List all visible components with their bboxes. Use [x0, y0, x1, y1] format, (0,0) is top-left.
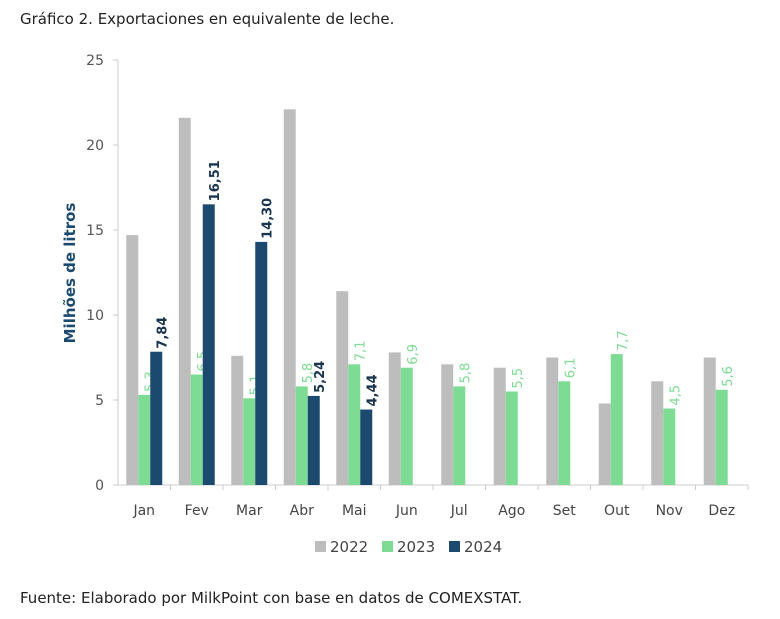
bar-2022 [493, 367, 506, 485]
data-label-2023: 7,1 [353, 341, 368, 362]
bar-2024 [307, 395, 320, 485]
bar-2024 [150, 351, 163, 485]
bar-2024 [360, 409, 373, 485]
bar-2022 [178, 117, 191, 486]
data-label-2023: 5,8 [458, 363, 473, 384]
legend-swatch-2024 [449, 541, 460, 552]
legend-label-2024: 2024 [464, 538, 502, 556]
data-label-2024: 14,30 [260, 198, 275, 239]
bar-2023 [663, 408, 676, 485]
x-tick-label: Mai [342, 503, 367, 519]
bar-2023 [610, 354, 623, 485]
bar-2023 [138, 394, 151, 485]
bar-2022 [231, 355, 244, 485]
bar-2023 [295, 386, 308, 485]
data-label-2023: 6,9 [406, 344, 421, 365]
bar-2023 [348, 364, 361, 485]
data-label-2023: 5,6 [721, 366, 736, 387]
legend-label-2023: 2023 [397, 538, 435, 556]
x-tick-label: Mar [236, 503, 263, 519]
bar-2023 [243, 398, 256, 485]
data-label-2024: 5,24 [313, 361, 328, 393]
y-axis-label: Milhões de litros [61, 203, 79, 344]
bar-2023 [505, 391, 518, 485]
x-tick-label: Nov [656, 503, 683, 519]
data-label-2023: 6,1 [563, 358, 578, 379]
legend-swatch-2022 [315, 541, 326, 552]
x-tick-label: Ago [498, 503, 525, 519]
source-note: Fuente: Elaborado por MilkPoint con base… [20, 589, 523, 607]
x-tick-label: Jan [132, 503, 155, 519]
x-tick-label: Jun [395, 503, 418, 519]
data-label-2023: 7,7 [616, 330, 631, 351]
x-tick-label: Set [553, 503, 577, 519]
bar-2022 [283, 109, 296, 486]
bar-2022 [598, 403, 611, 485]
data-label-2023: 5,8 [301, 363, 316, 384]
bar-2023 [400, 367, 413, 485]
chart-title: Gráfico 2. Exportaciones en equivalente … [20, 10, 395, 28]
bar-2023 [715, 389, 728, 485]
bar-2022 [703, 357, 716, 485]
y-tick-label: 5 [95, 393, 104, 409]
legend-swatch-2023 [382, 541, 393, 552]
x-tick-label: Out [604, 503, 630, 519]
bar-2024 [202, 204, 215, 485]
bar-2022 [546, 357, 559, 485]
y-tick-label: 0 [95, 478, 104, 494]
bar-2022 [651, 381, 664, 485]
x-tick-label: Abr [290, 503, 314, 519]
data-label-2023: 5,5 [511, 368, 526, 389]
bar-2024 [255, 241, 268, 485]
y-tick-label: 10 [86, 308, 104, 324]
data-label-2023: 4,5 [668, 385, 683, 406]
data-label-2024: 4,44 [365, 374, 380, 406]
bar-2023 [453, 386, 466, 485]
bar-2022 [336, 291, 349, 485]
bar-2022 [388, 352, 401, 485]
y-tick-label: 15 [86, 223, 104, 239]
bar-2022 [441, 364, 454, 485]
data-label-2024: 16,51 [208, 160, 223, 201]
y-tick-label: 20 [86, 138, 104, 154]
bar-2022 [126, 235, 139, 485]
y-tick-label: 25 [86, 53, 104, 69]
data-label-2024: 7,84 [155, 317, 170, 349]
x-tick-label: Fev [185, 503, 209, 519]
x-tick-label: Jul [450, 503, 468, 519]
bar-2023 [558, 381, 571, 485]
bar-2023 [190, 374, 203, 485]
legend-label-2022: 2022 [330, 538, 368, 556]
x-tick-label: Dez [708, 503, 735, 519]
